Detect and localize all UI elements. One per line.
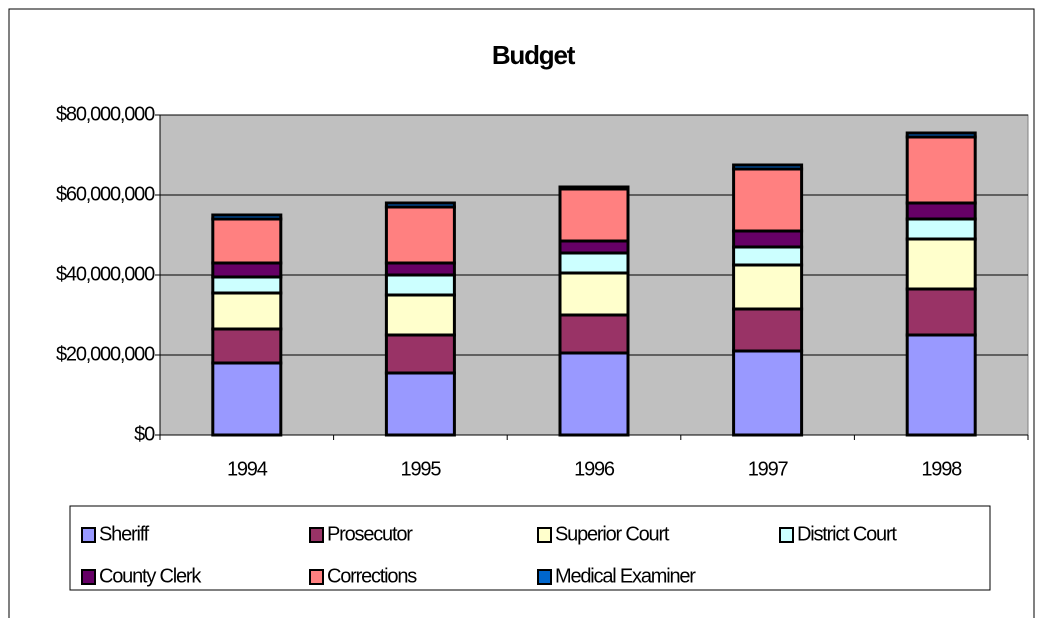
legend-box <box>69 505 991 591</box>
x-tick-label: 1995 <box>401 458 442 480</box>
bar-segment <box>384 273 456 297</box>
legend-label: Superior Court <box>555 523 670 545</box>
bar-segment <box>384 371 456 437</box>
legend-label: Corrections <box>327 565 417 587</box>
bar-segment <box>905 287 977 337</box>
bar-segment <box>384 261 456 277</box>
legend-label: Prosecutor <box>327 523 413 545</box>
bar-segment <box>211 327 283 365</box>
bar-segment <box>905 333 977 437</box>
bar-segment <box>211 261 283 279</box>
y-tick-label: $40,000,000 <box>56 263 155 285</box>
x-tick-label: 1996 <box>574 458 615 480</box>
x-tick-label: 1998 <box>921 458 962 480</box>
bar-segment <box>732 167 804 233</box>
bar-segment <box>732 163 804 171</box>
x-tick-label: 1997 <box>748 458 789 480</box>
bar-segment <box>211 217 283 265</box>
chart-title: Budget <box>492 40 576 70</box>
bar-segment <box>384 201 456 209</box>
bar-segment <box>558 239 630 255</box>
bar-segment <box>211 361 283 437</box>
bar-segment <box>732 349 804 437</box>
bar-segment <box>732 245 804 267</box>
legend-swatch <box>537 569 552 585</box>
bar-segment <box>558 313 630 355</box>
legend-label: Medical Examiner <box>555 565 696 587</box>
legend-label: Sheriff <box>99 523 150 545</box>
legend-swatch <box>537 527 552 543</box>
bar-segment <box>558 187 630 243</box>
legend-swatch <box>309 527 324 543</box>
y-tick-label: $80,000,000 <box>56 103 155 125</box>
x-tick-label: 1994 <box>227 458 268 480</box>
bar-segment <box>732 263 804 311</box>
bar-segment <box>905 237 977 291</box>
bar-segment <box>558 185 630 191</box>
y-tick-label: $20,000,000 <box>56 343 155 365</box>
legend-swatch <box>309 569 324 585</box>
legend-label: District Court <box>797 523 897 545</box>
bar-segment <box>905 217 977 241</box>
legend-label: County Clerk <box>99 565 202 587</box>
y-tick-label: $0 <box>134 423 155 445</box>
bar-segment <box>211 275 283 295</box>
y-tick-label: $60,000,000 <box>56 183 155 205</box>
bar-segment <box>905 201 977 221</box>
bar-segment <box>384 333 456 375</box>
bar-segment <box>211 291 283 331</box>
bar-segment <box>558 351 630 437</box>
bar-segment <box>558 251 630 275</box>
bar-segment <box>732 229 804 249</box>
bar-segment <box>384 205 456 265</box>
bar-segment <box>905 131 977 139</box>
bar-segment <box>384 293 456 337</box>
bar-segment <box>732 307 804 353</box>
bar-segment <box>211 213 283 221</box>
legend-swatch <box>81 569 96 585</box>
bar-segment <box>905 135 977 205</box>
legend-swatch <box>779 527 794 543</box>
legend-swatch <box>81 527 96 543</box>
bar-segment <box>558 271 630 317</box>
